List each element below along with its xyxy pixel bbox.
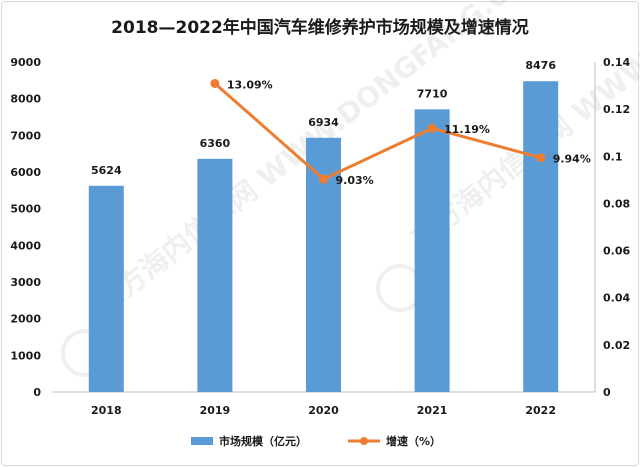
growth-line xyxy=(213,82,542,181)
legend-bar-swatch xyxy=(191,437,213,445)
legend-line-marker xyxy=(360,437,368,445)
left-axis-ticks: 0 1000 2000 3000 4000 5000 6000 7000 8000 9000 xyxy=(10,56,41,399)
right-tick-label: 0.12 xyxy=(603,103,630,116)
x-tick-label: 2019 xyxy=(200,404,231,417)
right-axis-ticks: 0 0.02 0.04 0.06 0.08 0.1 0.12 0.14 xyxy=(603,56,630,399)
line-series xyxy=(210,78,546,184)
legend: 市场规模（亿元） 增速（%） xyxy=(191,434,441,448)
left-tick-label: 5000 xyxy=(10,203,41,216)
x-tick-label: 2020 xyxy=(308,404,339,417)
x-tick-label: 2018 xyxy=(91,404,122,417)
right-tick-label: 0 xyxy=(603,386,611,399)
bar xyxy=(414,109,450,393)
legend-line-label: 增速（%） xyxy=(386,434,441,448)
x-axis-ticks: 2018 2019 2020 2021 2022 xyxy=(91,404,556,417)
bar-series xyxy=(88,81,559,393)
line-data-label: 11.19% xyxy=(444,123,490,136)
left-tick-label: 9000 xyxy=(10,56,41,69)
left-tick-label: 6000 xyxy=(10,166,41,179)
bar xyxy=(523,81,559,393)
x-tick-label: 2021 xyxy=(417,404,448,417)
right-tick-label: 0.14 xyxy=(603,56,630,69)
line-data-label: 13.09% xyxy=(227,78,273,91)
left-tick-label: 3000 xyxy=(10,276,41,289)
bar-data-label: 7710 xyxy=(417,87,448,100)
line-data-label: 9.03% xyxy=(336,174,374,187)
bar-data-label: 6360 xyxy=(200,137,231,150)
line-data-label: 9.94% xyxy=(553,153,591,166)
right-tick-label: 0.08 xyxy=(603,197,630,210)
bar-data-label: 5624 xyxy=(91,164,122,177)
left-tick-label: 0 xyxy=(33,386,41,399)
line-point xyxy=(427,123,437,133)
bar xyxy=(88,185,124,392)
line-point xyxy=(319,174,328,184)
legend-bar-label: 市场规模（亿元） xyxy=(219,434,307,448)
bar-data-label: 8476 xyxy=(525,59,556,72)
line-point xyxy=(536,153,546,163)
left-tick-label: 8000 xyxy=(10,93,41,106)
right-tick-label: 0.04 xyxy=(603,292,630,305)
bar-data-label: 6934 xyxy=(308,116,339,129)
line-data-labels: 13.09% 9.03% 11.19% 9.94% xyxy=(227,78,591,187)
right-tick-label: 0.1 xyxy=(603,150,623,163)
left-tick-label: 1000 xyxy=(10,349,41,362)
x-tick-label: 2022 xyxy=(525,404,556,417)
bar-data-labels: 5624 6360 6934 7710 8476 xyxy=(91,59,556,177)
left-tick-label: 2000 xyxy=(10,313,41,326)
bar xyxy=(197,158,233,392)
left-tick-label: 7000 xyxy=(10,129,41,142)
chart-title: 2018—2022年中国汽车维修养护市场规模及增速情况 xyxy=(111,17,529,38)
right-tick-label: 0.02 xyxy=(603,339,630,352)
line-point xyxy=(210,78,220,88)
right-tick-label: 0.06 xyxy=(603,245,630,258)
left-tick-label: 4000 xyxy=(10,239,41,252)
